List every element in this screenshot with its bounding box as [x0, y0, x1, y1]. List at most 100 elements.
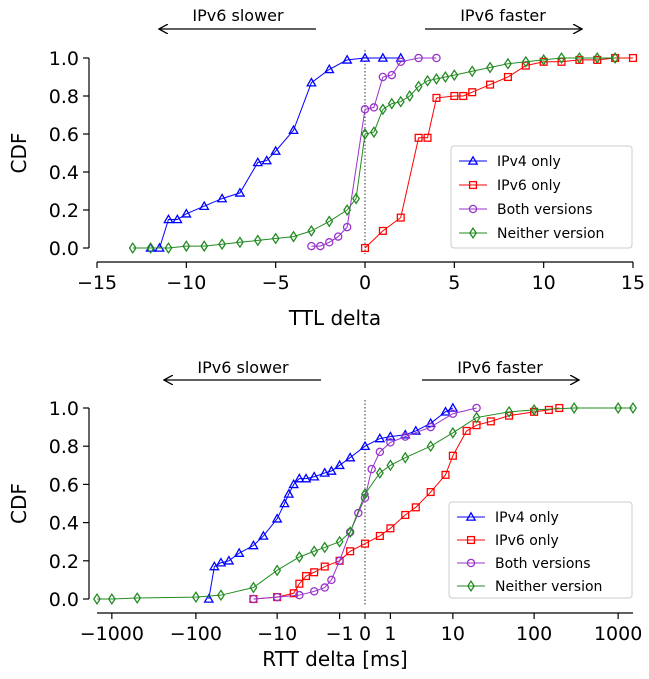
data-point	[593, 52, 602, 64]
data-point	[172, 213, 183, 224]
data-point	[369, 103, 379, 112]
data-point	[323, 63, 335, 74]
data-point	[258, 530, 269, 540]
data-point	[395, 52, 407, 62]
data-point	[414, 133, 423, 142]
data-point	[308, 471, 320, 481]
x-tick-label: 1	[384, 623, 396, 645]
series-neither-version	[128, 52, 620, 254]
legend-item-ipv6-only: IPv6 only	[457, 533, 559, 549]
data-point	[423, 74, 432, 87]
x-axis-label: RTT delta [ms]	[262, 647, 407, 671]
data-point	[279, 497, 290, 508]
series-line	[132, 57, 616, 249]
data-point	[462, 426, 471, 435]
data-point	[426, 422, 435, 432]
series-line	[253, 407, 477, 600]
data-point	[307, 241, 316, 251]
ipv6-slower-annotation: IPv6 slower	[192, 6, 284, 25]
data-point	[334, 459, 345, 470]
data-point	[319, 467, 331, 477]
y-tick-label: 0.0	[49, 238, 79, 260]
data-point	[316, 241, 325, 251]
data-point	[164, 242, 173, 254]
series-ipv4-only	[145, 52, 407, 252]
x-tick-label: −1	[326, 623, 354, 645]
data-point	[396, 213, 405, 222]
y-tick-label: 0.4	[49, 513, 79, 535]
legend-label: IPv4 only	[495, 510, 559, 526]
y-axis-label: CDF	[7, 483, 31, 524]
data-point	[628, 53, 638, 63]
x-tick-label: 0	[359, 623, 371, 645]
data-point	[146, 242, 155, 254]
y-tick-label: 0.2	[49, 200, 79, 222]
data-point	[325, 238, 334, 247]
data-point	[378, 72, 388, 82]
y-tick-label: 1.0	[49, 398, 79, 420]
legend-item-ipv4-only: IPv4 only	[457, 510, 559, 526]
legend-marker	[466, 558, 476, 568]
data-point	[198, 200, 210, 210]
legend-label: Both versions	[497, 202, 593, 218]
data-point	[459, 91, 468, 101]
data-point	[369, 126, 378, 139]
data-point	[425, 417, 436, 428]
data-point	[447, 402, 459, 412]
data-point	[396, 95, 405, 108]
data-point	[426, 440, 435, 453]
data-point	[468, 88, 477, 97]
data-point	[360, 243, 370, 253]
data-point	[333, 232, 343, 241]
data-point	[325, 215, 334, 228]
data-point	[289, 589, 298, 598]
legend-label: IPv4 only	[497, 154, 561, 170]
data-point	[359, 52, 371, 62]
data-point	[218, 238, 227, 251]
legend-item-neither-version: Neither version	[457, 579, 602, 595]
y-axis-label: CDF	[7, 133, 31, 174]
data-point	[310, 568, 319, 577]
legend-marker	[465, 511, 477, 521]
legend-label: Neither version	[495, 579, 602, 595]
x-tick-label: −15	[77, 272, 117, 294]
data-point	[611, 52, 620, 64]
data-point	[386, 524, 395, 533]
legend-label: Both versions	[495, 556, 591, 572]
data-point	[359, 440, 371, 450]
data-point	[387, 70, 397, 80]
data-point	[200, 240, 209, 253]
legend-label: IPv6 only	[497, 178, 561, 194]
y-tick-label: 0.6	[49, 474, 79, 496]
data-point	[629, 402, 637, 414]
data-point	[223, 555, 235, 565]
legend-item-both-versions: Both versions	[457, 556, 591, 572]
ipv6-faster-annotation: IPv6 faster	[457, 358, 543, 377]
data-point	[270, 145, 281, 155]
data-point	[450, 91, 459, 101]
legend-item-ipv6-only: IPv6 only	[459, 178, 561, 194]
legend-label: Neither version	[497, 226, 604, 242]
data-point	[133, 592, 142, 605]
data-point	[423, 133, 432, 142]
x-tick-label: −10	[257, 623, 297, 645]
y-tick-label: 0.2	[49, 551, 79, 573]
ttl-delta-chart: 0.0 0.2 0.4 0.6 0.8 1.0 −15 −10 −5 0 5 10 15 TTL delt…	[7, 6, 645, 330]
data-point	[283, 488, 295, 498]
data-point	[387, 97, 396, 110]
series-line	[150, 57, 401, 249]
data-point	[346, 547, 355, 556]
data-point	[360, 539, 370, 548]
data-point	[367, 464, 376, 474]
x-tick-label: 100	[516, 623, 552, 645]
data-point	[93, 593, 101, 605]
data-point	[249, 581, 258, 594]
data-point	[128, 242, 137, 254]
data-point	[343, 204, 352, 216]
y-tick-label: 0.0	[49, 589, 79, 611]
ipv6-faster-annotation: IPv6 faster	[460, 6, 546, 25]
data-point	[320, 541, 329, 554]
series-neither-version	[93, 402, 637, 605]
data-point	[203, 593, 215, 603]
